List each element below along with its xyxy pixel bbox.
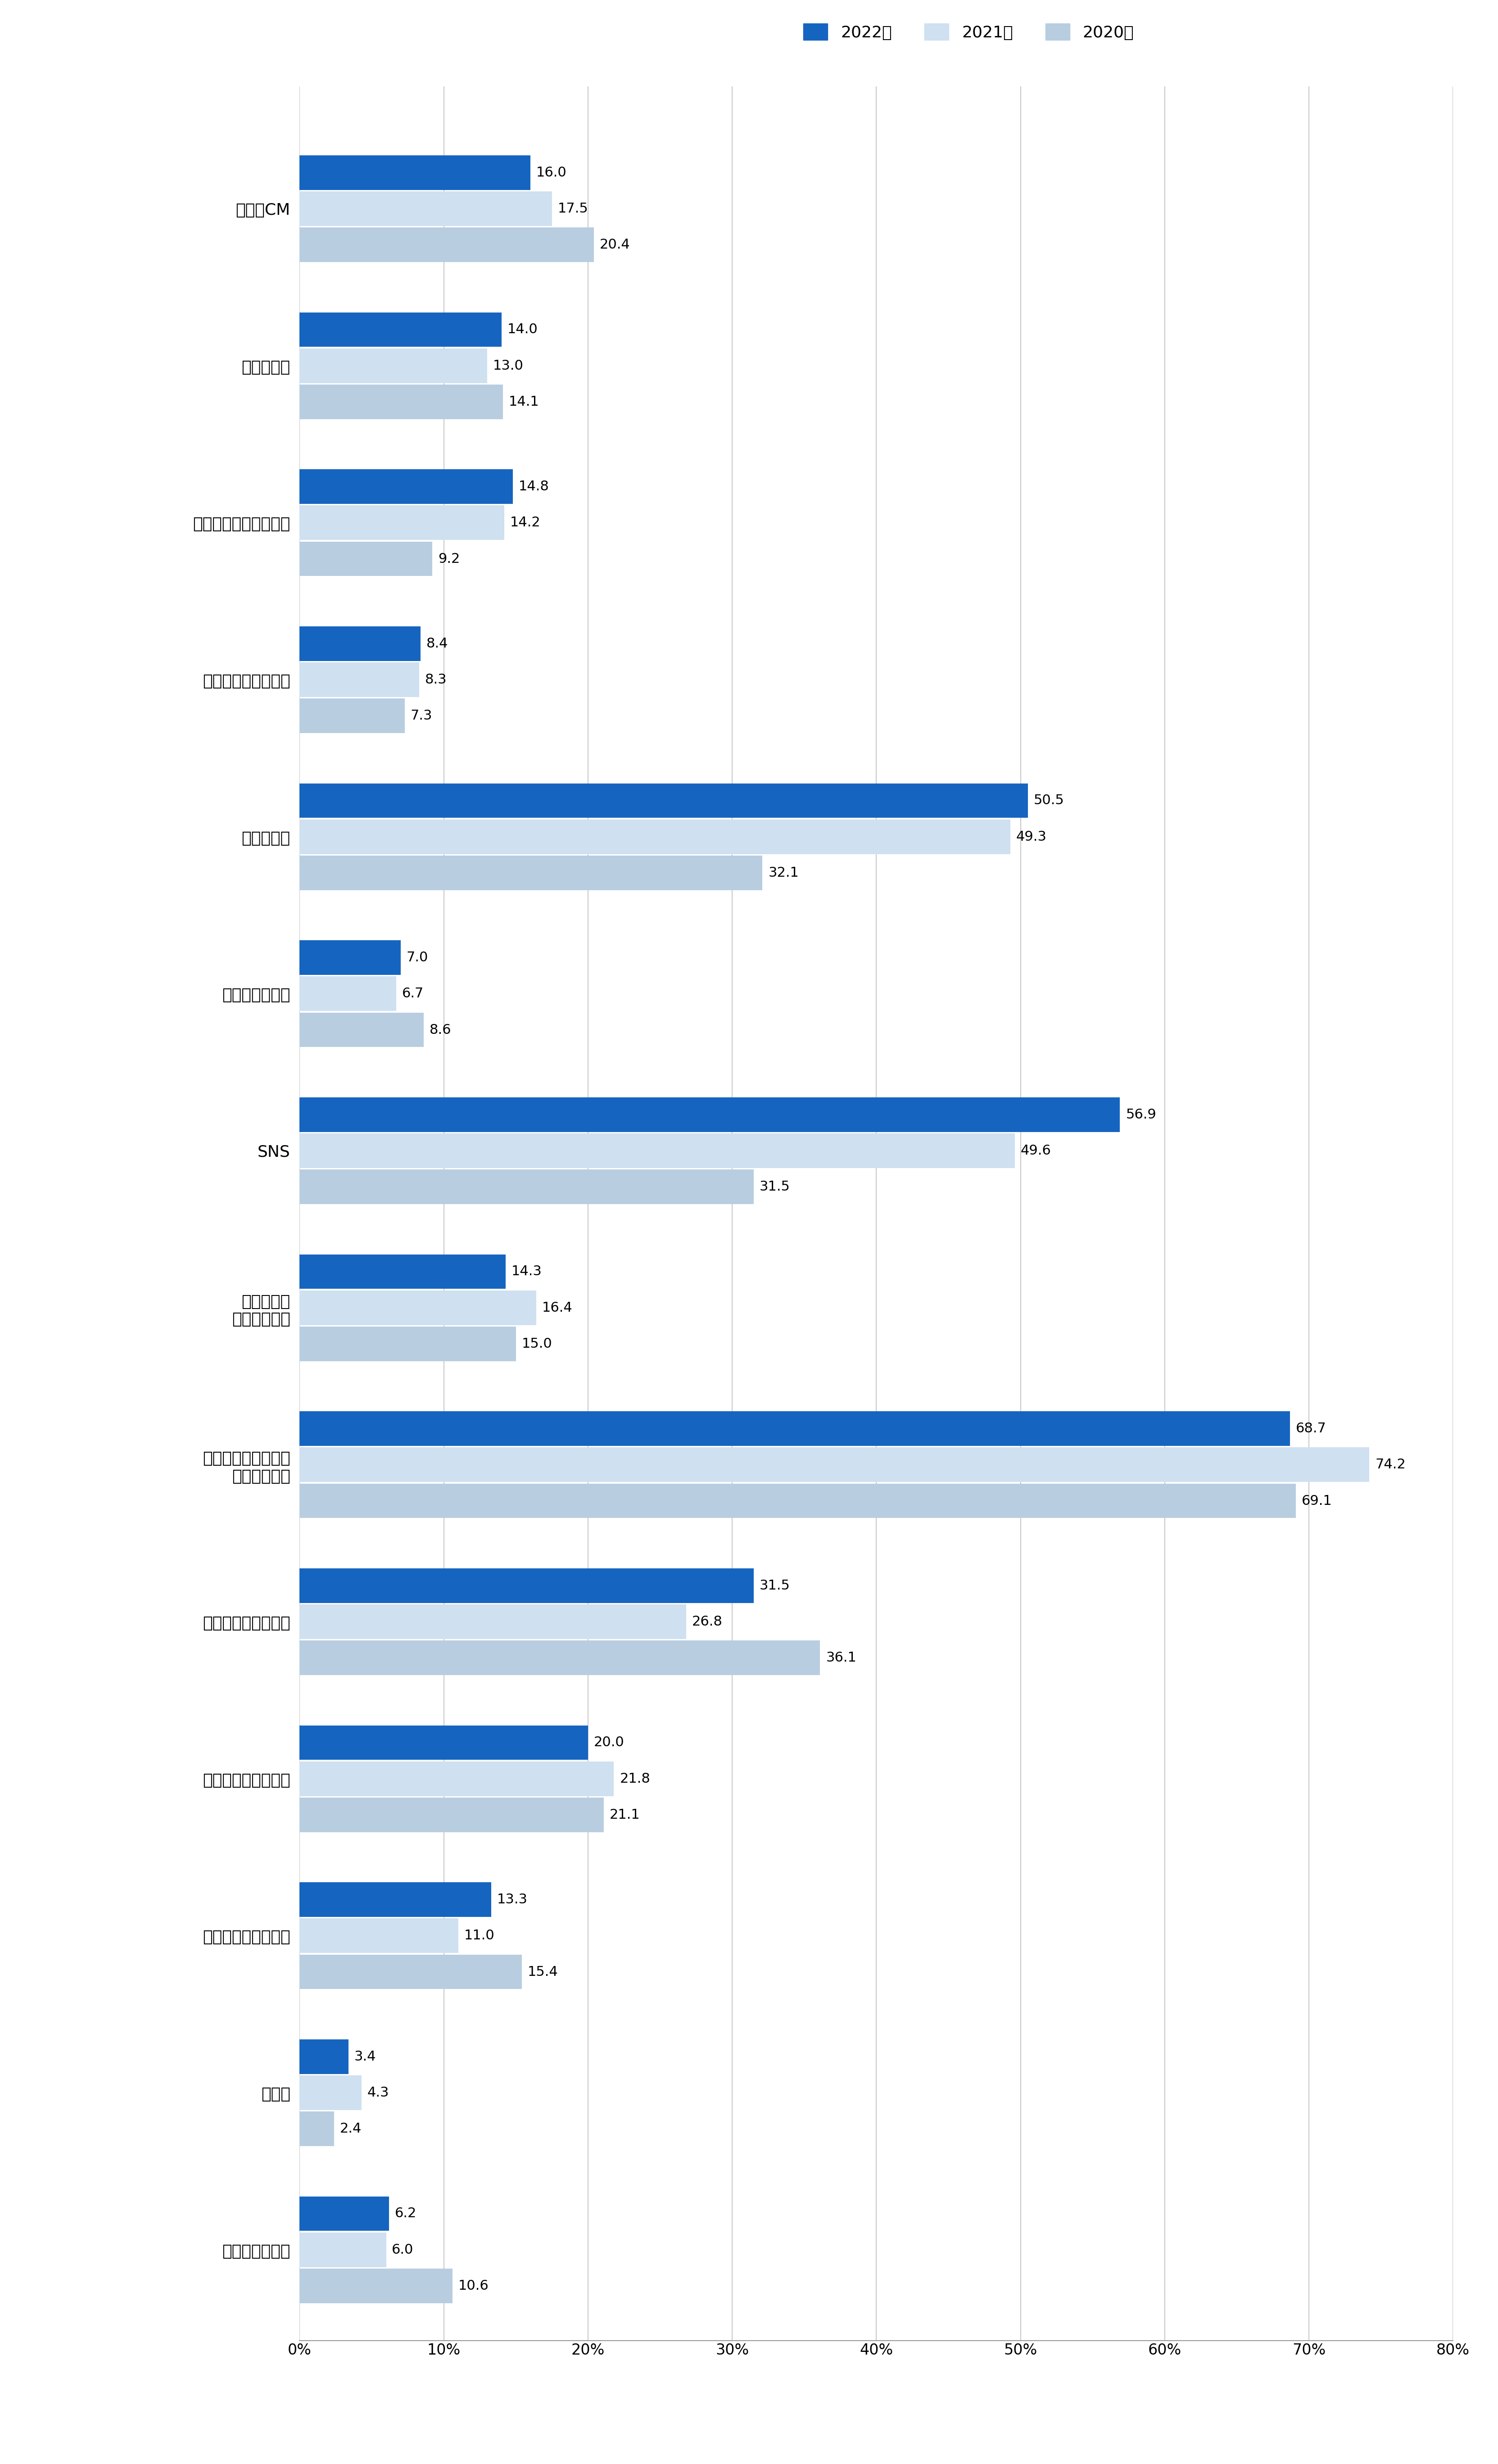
- Text: 16.4: 16.4: [542, 1301, 572, 1313]
- Text: 6.2: 6.2: [395, 2208, 416, 2220]
- Text: 49.6: 49.6: [1020, 1143, 1052, 1158]
- Bar: [300, 1291, 536, 1326]
- Bar: [300, 1882, 491, 1917]
- Text: 6.0: 6.0: [392, 2242, 413, 2257]
- Bar: [300, 505, 505, 540]
- Bar: [300, 700, 404, 734]
- Text: 49.3: 49.3: [1016, 830, 1047, 843]
- Bar: [300, 1725, 589, 1759]
- Bar: [300, 313, 502, 347]
- Bar: [300, 2075, 361, 2109]
- Bar: [300, 2195, 389, 2230]
- Text: 50.5: 50.5: [1034, 793, 1064, 808]
- Bar: [300, 821, 1011, 855]
- Text: 6.7: 6.7: [401, 988, 424, 1000]
- Bar: [300, 1570, 753, 1604]
- Text: 8.3: 8.3: [425, 673, 446, 687]
- Bar: [300, 1170, 753, 1205]
- Text: 4.3: 4.3: [367, 2087, 389, 2099]
- Bar: [300, 227, 593, 261]
- Text: 36.1: 36.1: [825, 1651, 857, 1663]
- Text: 31.5: 31.5: [759, 1180, 789, 1193]
- Text: 56.9: 56.9: [1126, 1109, 1156, 1121]
- Bar: [300, 1412, 1290, 1446]
- Bar: [300, 784, 1028, 818]
- Bar: [300, 976, 395, 1010]
- Bar: [300, 347, 487, 382]
- Text: 15.0: 15.0: [521, 1338, 553, 1350]
- Bar: [300, 1254, 506, 1289]
- Bar: [300, 941, 400, 976]
- Bar: [300, 1446, 1369, 1481]
- Text: 10.6: 10.6: [458, 2279, 488, 2292]
- Bar: [300, 1483, 1296, 1518]
- Bar: [300, 542, 433, 577]
- Text: 15.4: 15.4: [527, 1966, 557, 1979]
- Text: 14.2: 14.2: [511, 515, 541, 530]
- Bar: [300, 2232, 386, 2267]
- Bar: [300, 1133, 1014, 1168]
- Text: 11.0: 11.0: [464, 1929, 494, 1942]
- Bar: [300, 2269, 452, 2304]
- Text: 31.5: 31.5: [759, 1579, 789, 1592]
- Text: 20.4: 20.4: [599, 239, 631, 251]
- Text: 21.1: 21.1: [610, 1809, 640, 1821]
- Text: 14.3: 14.3: [511, 1264, 542, 1279]
- Text: 68.7: 68.7: [1296, 1422, 1326, 1434]
- Bar: [300, 384, 503, 419]
- Bar: [300, 663, 419, 697]
- Text: 14.0: 14.0: [508, 323, 538, 335]
- Bar: [300, 2112, 334, 2146]
- Bar: [300, 1096, 1121, 1131]
- Text: 74.2: 74.2: [1375, 1459, 1405, 1471]
- Text: 3.4: 3.4: [355, 2050, 376, 2062]
- Bar: [300, 1326, 515, 1360]
- Bar: [300, 1641, 819, 1676]
- Text: 21.8: 21.8: [620, 1772, 650, 1786]
- Text: 20.0: 20.0: [593, 1737, 625, 1749]
- Legend: 2022年, 2021年, 2020年: 2022年, 2021年, 2020年: [795, 15, 1141, 49]
- Text: 8.6: 8.6: [430, 1023, 451, 1037]
- Bar: [300, 1762, 614, 1796]
- Bar: [300, 1919, 458, 1954]
- Text: 13.3: 13.3: [497, 1892, 527, 1907]
- Text: 7.0: 7.0: [406, 951, 428, 963]
- Text: 16.0: 16.0: [536, 165, 566, 180]
- Bar: [300, 1954, 521, 1988]
- Bar: [300, 626, 421, 660]
- Text: 17.5: 17.5: [557, 202, 589, 214]
- Bar: [300, 2040, 349, 2075]
- Bar: [300, 1013, 424, 1047]
- Text: 2.4: 2.4: [340, 2122, 361, 2136]
- Text: 69.1: 69.1: [1302, 1493, 1332, 1508]
- Text: 14.8: 14.8: [518, 480, 550, 493]
- Bar: [300, 192, 551, 227]
- Bar: [300, 855, 762, 890]
- Bar: [300, 1799, 604, 1833]
- Text: 9.2: 9.2: [437, 552, 460, 564]
- Text: 32.1: 32.1: [768, 867, 798, 880]
- Text: 8.4: 8.4: [427, 638, 448, 650]
- Text: 13.0: 13.0: [493, 360, 523, 372]
- Text: 14.1: 14.1: [509, 394, 539, 409]
- Bar: [300, 1604, 686, 1639]
- Bar: [300, 468, 512, 503]
- Text: 26.8: 26.8: [692, 1616, 722, 1629]
- Text: 7.3: 7.3: [410, 710, 433, 722]
- Bar: [300, 155, 530, 190]
